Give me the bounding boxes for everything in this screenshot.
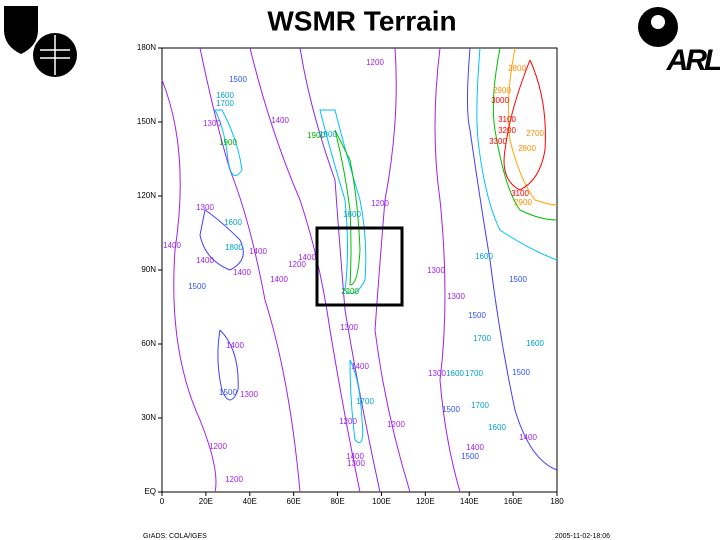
contour-label: 1600 <box>475 252 493 261</box>
x-tick-label: 0 <box>160 497 165 506</box>
contour-label: 3000 <box>491 96 509 105</box>
focus-box <box>315 226 404 307</box>
contour-label: 1600 <box>224 218 242 227</box>
contour-label: 2900 <box>493 86 511 95</box>
contour-label: 1300 <box>428 369 446 378</box>
contour-label: 3200 <box>498 126 516 135</box>
contour-label: 2700 <box>526 129 544 138</box>
contour-label: 1400 <box>351 362 369 371</box>
contour-label: 1300 <box>203 119 221 128</box>
contour-label: 1500 <box>468 311 486 320</box>
contour-label: 1700 <box>471 401 489 410</box>
y-tick-label: 60N <box>141 339 156 348</box>
contour-label: 1500 <box>509 275 527 284</box>
contour-label: 1300 <box>196 203 214 212</box>
contour-label: 1200 <box>225 475 243 484</box>
contour-label: 1200 <box>366 58 384 67</box>
contour-label: 1400 <box>270 275 288 284</box>
contour-label: 1200 <box>371 199 389 208</box>
contour-label: 1800 <box>319 130 337 139</box>
footer-left: GrADS: COLA/IGES <box>143 533 207 540</box>
contour-label: 1300 <box>427 266 445 275</box>
x-tick-label: 180 <box>550 497 564 506</box>
contour-label: 1200 <box>209 442 227 451</box>
contour-label: 1400 <box>519 433 537 442</box>
contour-label: 1500 <box>442 405 460 414</box>
contour-label: 1400 <box>163 241 181 250</box>
contour-label: 1400 <box>466 443 484 452</box>
contour-label: 1700 <box>216 99 234 108</box>
footer-right: 2005-11-02-18:06 <box>555 533 610 540</box>
y-tick-label: 150N <box>137 117 156 126</box>
contour-label: 1400 <box>346 452 364 461</box>
y-tick-label: 90N <box>141 265 156 274</box>
contour-label: 1300 <box>347 459 365 468</box>
contour-label: 1500 <box>461 452 479 461</box>
x-tick-label: 40E <box>243 497 257 506</box>
contour-label: 1600 <box>446 369 464 378</box>
contour-label: 1800 <box>343 210 361 219</box>
contours <box>161 47 558 493</box>
contour-label: 2200 <box>341 287 359 296</box>
contour-label: 1300 <box>240 390 258 399</box>
contour-label: 1400 <box>298 253 316 262</box>
contour-label: 1400 <box>196 256 214 265</box>
contour-label: 1600 <box>526 339 544 348</box>
contour-label: 1600 <box>488 423 506 432</box>
logo-text: ARL <box>666 44 720 77</box>
contour-label: 1400 <box>249 247 267 256</box>
contour-label: 1500 <box>512 368 530 377</box>
contour-label: 1300 <box>447 292 465 301</box>
x-tick-label: 20E <box>199 497 213 506</box>
contour-label: 1800 <box>225 243 243 252</box>
contour-label: 1600 <box>216 91 234 100</box>
contour-label: 2800 <box>508 64 526 73</box>
x-tick-label: 140E <box>460 497 479 506</box>
contour-label: 3100 <box>511 189 529 198</box>
x-tick-label: 120E <box>416 497 435 506</box>
y-tick-label: 30N <box>141 413 156 422</box>
contour-label: 1200 <box>339 417 357 426</box>
contour-label: 1700 <box>356 397 374 406</box>
contour-label: 1700 <box>473 334 491 343</box>
contour-label: 1500 <box>188 282 206 291</box>
contour-label: 1700 <box>465 369 483 378</box>
contour-label: 1300 <box>340 323 358 332</box>
x-tick-label: 100E <box>372 497 391 506</box>
y-tick-label: 120N <box>137 191 156 200</box>
contour-label: 1900 <box>219 138 237 147</box>
logo-left <box>4 6 77 77</box>
contour-label: 3300 <box>489 137 507 146</box>
contour-label: 3100 <box>498 115 516 124</box>
contour-label: 1200 <box>288 260 306 269</box>
contour-label: 2800 <box>518 144 536 153</box>
contour-label: 1400 <box>271 116 289 125</box>
x-tick-label: 160E <box>504 497 523 506</box>
contour-label: 1200 <box>387 420 405 429</box>
x-tick-label: 60E <box>287 497 301 506</box>
y-tick-label: EQ <box>144 487 156 496</box>
contour-label: 1500 <box>219 388 237 397</box>
contour-label: 2900 <box>514 198 532 207</box>
contour-label: 1400 <box>226 341 244 350</box>
title: WSMR Terrain <box>267 5 456 36</box>
x-tick-label: 80E <box>330 497 344 506</box>
y-tick-label: 180N <box>137 43 156 52</box>
logo-right: ARL <box>638 7 720 77</box>
contour-label: 1400 <box>233 268 251 277</box>
contour-label: 1500 <box>229 75 247 84</box>
contour-label: 1900 <box>307 131 325 140</box>
